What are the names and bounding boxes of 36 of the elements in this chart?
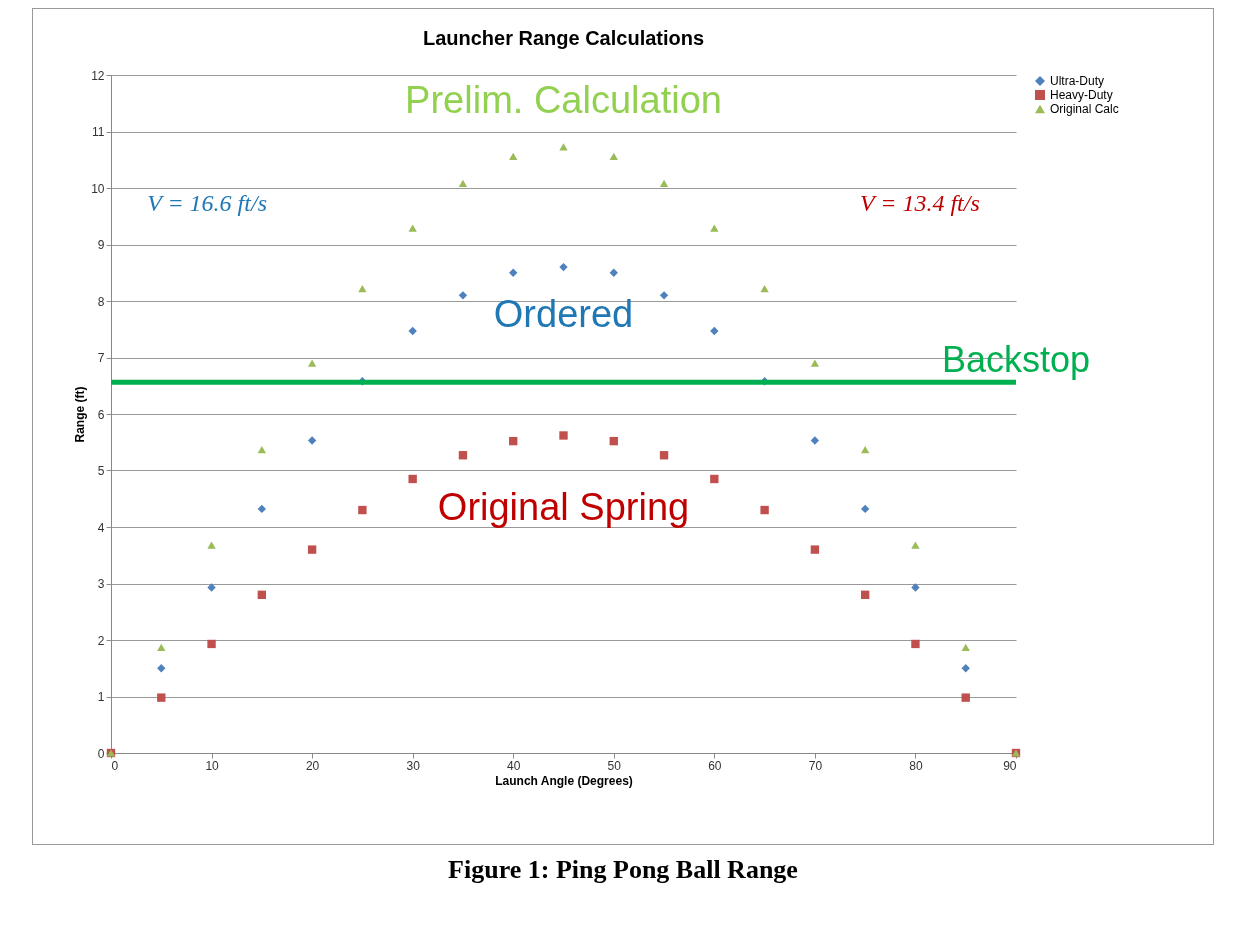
x-tick-label: 60 <box>708 758 722 773</box>
y-tick-label: 1 <box>97 690 105 704</box>
legend-label: Original Calc <box>1050 102 1119 116</box>
caption: Figure 1: Ping Pong Ball Range <box>447 855 799 885</box>
annotation: V = 13.4 ft/s <box>860 189 980 216</box>
y-tick-label: 9 <box>97 238 105 252</box>
y-tick-label: 0 <box>97 746 105 761</box>
y-tick-label: 11 <box>92 125 105 139</box>
y-tick-label: 12 <box>91 68 105 83</box>
y-tick-label: 7 <box>97 351 105 365</box>
y-tick-label: 10 <box>91 181 105 196</box>
x-tick-label: 70 <box>808 758 823 773</box>
x-tick-label: 80 <box>909 758 923 773</box>
y-axis-title: Range (ft) <box>73 386 88 443</box>
y-tick-label: 3 <box>97 577 105 591</box>
y-tick-label: 4 <box>97 520 105 535</box>
x-axis-title: Launch Angle (Degrees) <box>495 773 633 788</box>
x-tick-label: 10 <box>205 758 220 773</box>
y-tick-label: 8 <box>97 294 105 309</box>
annotation: Ordered <box>493 292 634 335</box>
y-tick-label: 2 <box>97 633 105 648</box>
x-tick-label: 50 <box>607 758 622 773</box>
chart-title: Launcher Range Calculations <box>422 27 705 49</box>
y-tick-label: 5 <box>97 464 105 478</box>
legend-label: Ultra-Duty <box>1050 74 1105 88</box>
x-tick-label: 0 <box>111 758 119 773</box>
ref-line-label: Backstop <box>941 339 1091 381</box>
legend-label: Heavy-Duty <box>1050 88 1113 102</box>
x-tick-label: 40 <box>507 758 521 773</box>
x-tick-label: 20 <box>305 758 320 773</box>
annotation: Prelim. Calculation <box>405 79 722 122</box>
y-tick-label: 6 <box>97 407 105 422</box>
annotation: V = 16.6 ft/s <box>147 189 267 216</box>
x-tick-label: 30 <box>406 758 421 773</box>
x-tick-label: 90 <box>1003 758 1017 773</box>
annotation: Original Spring <box>437 485 690 528</box>
